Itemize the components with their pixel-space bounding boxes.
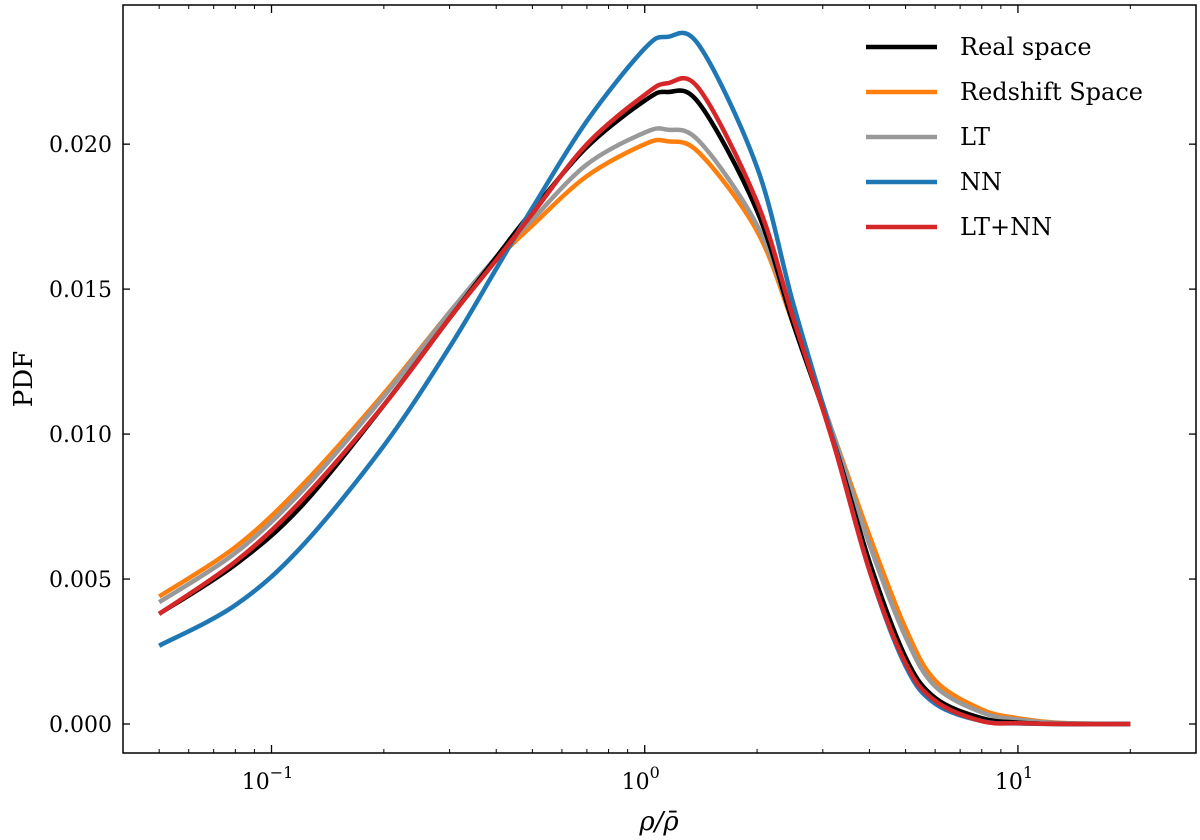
- legend-label-nn: NN: [960, 168, 1002, 196]
- legend-label-lt: LT: [960, 123, 990, 151]
- y-tick-label: 0.000: [49, 713, 112, 738]
- legend-label-real-space: Real space: [960, 33, 1092, 61]
- series-line-lt-nn: [157, 76, 1131, 727]
- y-tick-label: 0.015: [49, 278, 112, 303]
- y-tick-label: 0.020: [49, 133, 112, 158]
- x-tick-label: 100: [622, 763, 660, 795]
- series-line-nn: [158, 30, 1131, 727]
- y-tick-label: 0.005: [49, 568, 112, 593]
- y-tick-label: 0.010: [49, 423, 112, 448]
- legend: Real space Redshift Space LT NN LT+NN: [866, 33, 1143, 241]
- x-tick-label: 101: [995, 763, 1033, 795]
- legend-label-redshift-space: Redshift Space: [960, 78, 1143, 106]
- plot-frame: [122, 4, 1197, 754]
- x-tick-label: 10−1: [242, 763, 294, 795]
- x-axis-label: ρ/ρ̄: [638, 807, 679, 837]
- series-line-lt: [157, 126, 1131, 727]
- legend-label-lt-nn: LT+NN: [960, 213, 1052, 241]
- y-axis-label: PDF: [9, 351, 39, 407]
- plot-series: [157, 30, 1131, 727]
- axis-ticks: 0.000 0.005 0.010 0.015 0.020 10−1 100 101: [49, 5, 1197, 795]
